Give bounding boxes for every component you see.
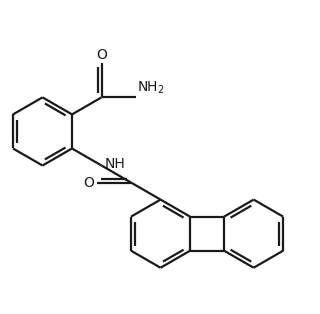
Text: NH$_2$: NH$_2$ xyxy=(137,79,165,96)
Text: NH: NH xyxy=(104,157,125,171)
Text: O: O xyxy=(84,176,94,190)
Text: O: O xyxy=(96,48,107,62)
